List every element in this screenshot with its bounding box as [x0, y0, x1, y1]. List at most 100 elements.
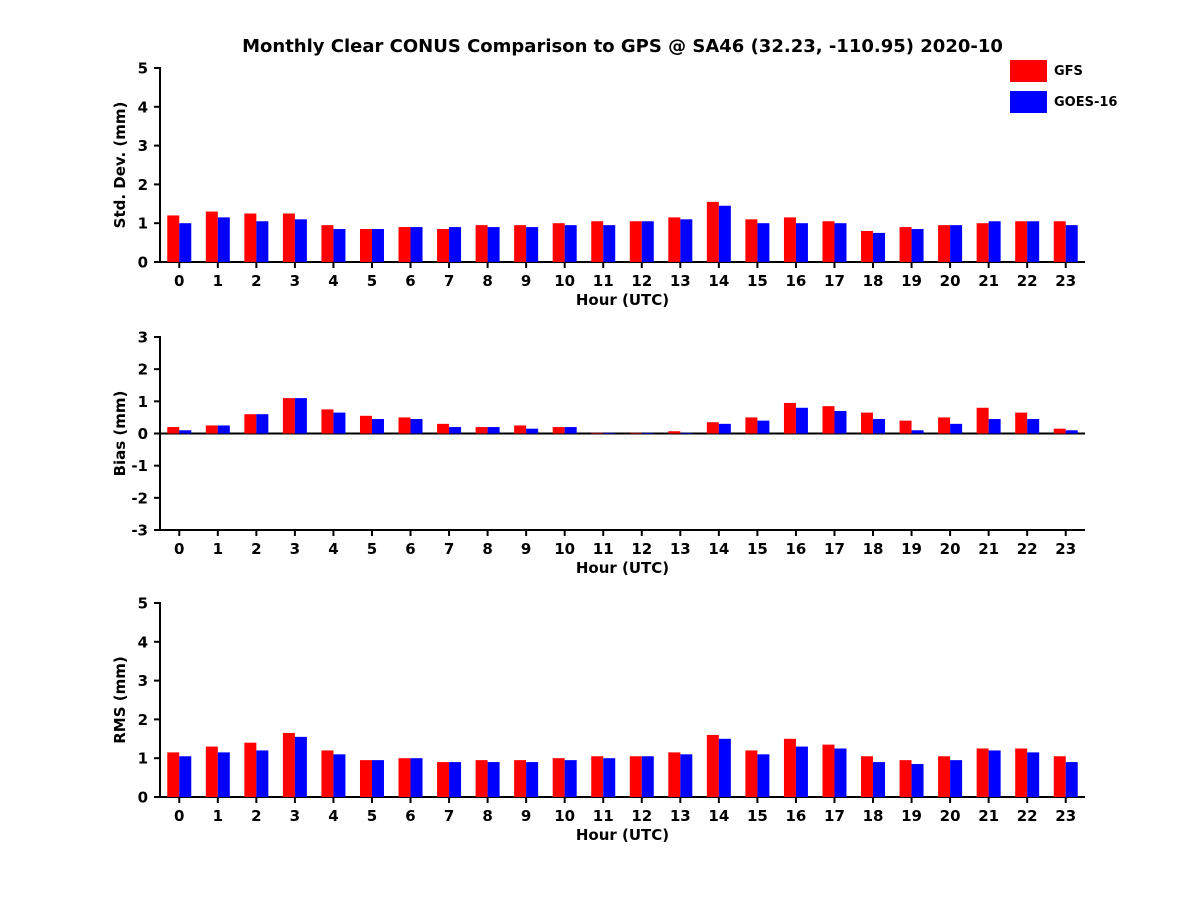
x-tick-label: 22: [1017, 807, 1038, 825]
x-tick-label: 21: [978, 807, 999, 825]
bar-gfs-hour-23: [1053, 221, 1066, 262]
bar-gfs-hour-1: [205, 746, 218, 797]
bar-gfs-hour-3: [282, 213, 295, 262]
x-tick-label: 11: [593, 807, 614, 825]
legend-label: GFS: [1054, 63, 1083, 79]
x-tick-label: 14: [708, 807, 729, 825]
bar-goes-16-hour-11: [603, 225, 616, 262]
bar-goes-16-hour-9: [526, 428, 539, 434]
bar-gfs-hour-7: [437, 762, 450, 797]
bar-goes-16-hour-21: [988, 419, 1001, 434]
x-tick-label: 5: [367, 272, 377, 290]
bar-goes-16-hour-9: [526, 762, 539, 797]
bar-gfs-hour-9: [514, 760, 527, 797]
y-tick-label: 1: [138, 215, 148, 233]
bar-gfs-hour-13: [668, 431, 681, 434]
x-tick-label: 15: [747, 807, 768, 825]
legend-swatch-gfs: [1010, 60, 1047, 82]
y-tick-label: 1: [138, 393, 148, 411]
bar-gfs-hour-15: [745, 750, 758, 797]
bar-goes-16-hour-15: [757, 223, 770, 262]
bar-goes-16-hour-21: [988, 750, 1001, 797]
bar-goes-16-hour-2: [256, 750, 269, 797]
bar-gfs-hour-22: [1015, 748, 1028, 797]
bar-gfs-hour-20: [938, 417, 951, 434]
bar-gfs-hour-2: [244, 742, 257, 797]
x-tick-label: 7: [444, 272, 454, 290]
bar-goes-16-hour-10: [564, 760, 577, 797]
bar-gfs-hour-6: [398, 227, 411, 262]
x-tick-label: 18: [863, 272, 884, 290]
bar-gfs-hour-0: [167, 215, 180, 262]
bar-gfs-hour-17: [822, 221, 835, 262]
bar-gfs-hour-20: [938, 756, 951, 797]
bar-gfs-hour-7: [437, 229, 450, 262]
x-tick-label: 8: [482, 807, 492, 825]
x-tick-label: 17: [824, 540, 845, 558]
x-tick-label: 22: [1017, 272, 1038, 290]
bar-goes-16-hour-7: [449, 762, 462, 797]
x-tick-label: 13: [670, 272, 691, 290]
bar-gfs-hour-1: [205, 425, 218, 434]
bar-goes-16-hour-17: [834, 223, 847, 262]
bar-goes-16-hour-8: [487, 427, 500, 434]
bar-gfs-hour-16: [783, 217, 796, 262]
x-tick-label: 17: [824, 807, 845, 825]
bar-goes-16-hour-18: [873, 232, 886, 262]
y-tick-label: 5: [138, 60, 148, 78]
bar-goes-16-hour-16: [795, 407, 808, 434]
bar-gfs-hour-7: [437, 423, 450, 434]
x-tick-label: 10: [554, 272, 575, 290]
bar-gfs-hour-8: [475, 427, 488, 434]
bar-gfs-hour-10: [552, 427, 565, 434]
x-tick-label: 7: [444, 540, 454, 558]
y-tick-label: 2: [138, 176, 148, 194]
x-tick-label: 9: [521, 540, 531, 558]
y-axis-label: Std. Dev. (mm): [111, 102, 129, 229]
bar-goes-16-hour-7: [449, 427, 462, 434]
bar-gfs-hour-5: [359, 415, 372, 434]
x-tick-label: 14: [708, 540, 729, 558]
bar-gfs-hour-19: [899, 227, 912, 262]
x-tick-label: 10: [554, 807, 575, 825]
bar-gfs-hour-12: [629, 432, 642, 434]
bar-goes-16-hour-17: [834, 410, 847, 434]
bar-goes-16-hour-13: [680, 754, 693, 797]
x-tick-label: 16: [786, 272, 807, 290]
bar-gfs-hour-0: [167, 427, 180, 434]
y-axis-label: RMS (mm): [111, 656, 129, 743]
x-tick-label: 1: [213, 540, 223, 558]
bar-gfs-hour-14: [706, 734, 719, 797]
bar-gfs-hour-21: [976, 407, 989, 434]
bar-goes-16-hour-16: [795, 746, 808, 797]
x-tick-label: 7: [444, 807, 454, 825]
bar-goes-16-hour-15: [757, 420, 770, 434]
bar-goes-16-hour-1: [217, 752, 230, 797]
x-tick-label: 18: [863, 540, 884, 558]
x-tick-label: 4: [328, 807, 338, 825]
x-tick-label: 19: [901, 272, 922, 290]
x-tick-label: 17: [824, 272, 845, 290]
bar-gfs-hour-19: [899, 420, 912, 434]
x-tick-label: 4: [328, 540, 338, 558]
bar-goes-16-hour-20: [950, 225, 963, 262]
bar-gfs-hour-9: [514, 425, 527, 434]
y-tick-label: 0: [138, 425, 148, 443]
x-tick-label: 19: [901, 807, 922, 825]
bar-goes-16-hour-20: [950, 760, 963, 797]
bar-goes-16-hour-10: [564, 225, 577, 262]
bar-gfs-hour-19: [899, 760, 912, 797]
bar-goes-16-hour-19: [911, 229, 924, 262]
x-tick-label: 21: [978, 272, 999, 290]
bar-gfs-hour-4: [321, 409, 334, 434]
x-tick-label: 3: [290, 807, 300, 825]
bar-gfs-hour-17: [822, 406, 835, 434]
x-tick-label: 3: [290, 272, 300, 290]
bar-goes-16-hour-22: [1027, 419, 1040, 434]
x-tick-label: 5: [367, 807, 377, 825]
x-tick-label: 16: [786, 540, 807, 558]
bar-goes-16-hour-1: [217, 217, 230, 262]
x-tick-label: 3: [290, 540, 300, 558]
bar-gfs-hour-8: [475, 225, 488, 262]
